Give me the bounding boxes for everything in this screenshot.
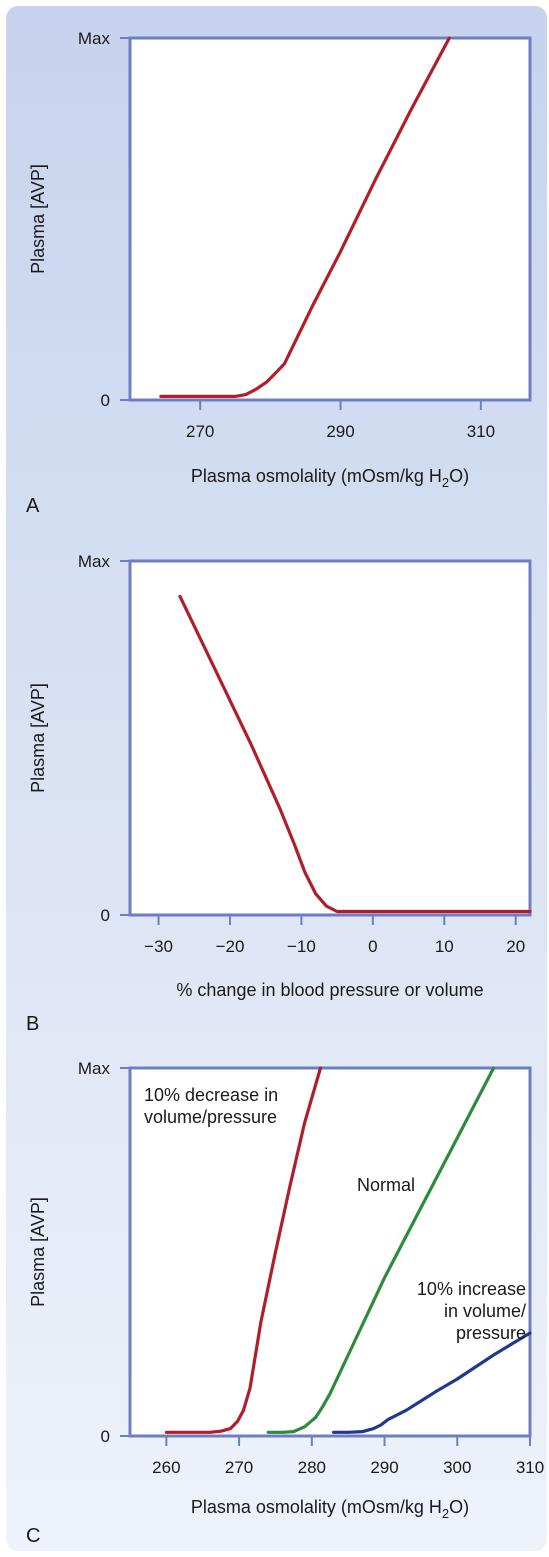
panel-c-letter: C xyxy=(26,1525,40,1547)
panel-a-y-tick-label: Max xyxy=(78,29,111,48)
panel-a-x-tick-label: 290 xyxy=(326,422,354,441)
panel-b-series-1-line xyxy=(178,594,532,914)
panel-b-y-axis-label: Plasma [AVP] xyxy=(28,683,48,793)
panel-c-x-tick-label: 290 xyxy=(370,1458,398,1477)
panel-b-x-tick-label: 10 xyxy=(435,937,454,956)
panel-c-x-tick-label: 300 xyxy=(443,1458,471,1477)
panel-a-y-tick-label: 0 xyxy=(101,391,110,410)
panel-b-y-tick-label: 0 xyxy=(101,906,110,925)
panel-a-x-axis-label: Plasma osmolality (mOsm/kg H2O) xyxy=(191,466,469,490)
panel-b-letter: B xyxy=(26,1013,39,1035)
panel-b-x-tick-label: 20 xyxy=(506,937,525,956)
panel-c-x-tick-label: 310 xyxy=(516,1458,544,1477)
panel-c-x-tick-label: 270 xyxy=(225,1458,253,1477)
panel-b-x-tick-label: −10 xyxy=(287,937,316,956)
panel-c-series-1-line xyxy=(164,1066,323,1434)
panel-c-x-tick-label: 260 xyxy=(152,1458,180,1477)
panel-a-x-tick-label: 270 xyxy=(186,422,214,441)
panel-c-y-axis-label: Plasma [AVP] xyxy=(28,1197,48,1307)
panel-b-x-tick-label: −20 xyxy=(216,937,245,956)
panel-a-x-tick-label: 310 xyxy=(467,422,495,441)
panel-c-y-tick-label: Max xyxy=(78,1059,111,1078)
panel-c-series-2-line xyxy=(266,1066,496,1434)
panel-b-x-tick-label: −30 xyxy=(144,937,173,956)
panel-a-plot-area xyxy=(128,36,532,402)
panel-a-letter: A xyxy=(26,495,40,517)
panel-b-y-tick-label: Max xyxy=(78,552,111,571)
panel-b-x-axis-label: % change in blood pressure or volume xyxy=(176,980,483,1000)
panel-a-series-1-line xyxy=(159,36,451,398)
panel-b-x-tick-label: 0 xyxy=(368,937,377,956)
panel-c-series-3-annotation: 10% increase in volume/pressure xyxy=(417,1279,526,1343)
panel-a-y-axis-label: Plasma [AVP] xyxy=(28,164,48,274)
panel-c-series-2-annotation: Normal xyxy=(357,1175,415,1195)
panel-b-plot-area xyxy=(128,559,532,917)
panel-c-series-1-annotation: 10% decrease in volume/pressure xyxy=(144,1085,278,1127)
panel-c-x-axis-label: Plasma osmolality (mOsm/kg H2O) xyxy=(191,1497,469,1521)
panel-c-y-tick-label: 0 xyxy=(101,1427,110,1446)
panel-c-series-3-line xyxy=(332,1331,532,1434)
panel-c-x-tick-label: 280 xyxy=(298,1458,326,1477)
